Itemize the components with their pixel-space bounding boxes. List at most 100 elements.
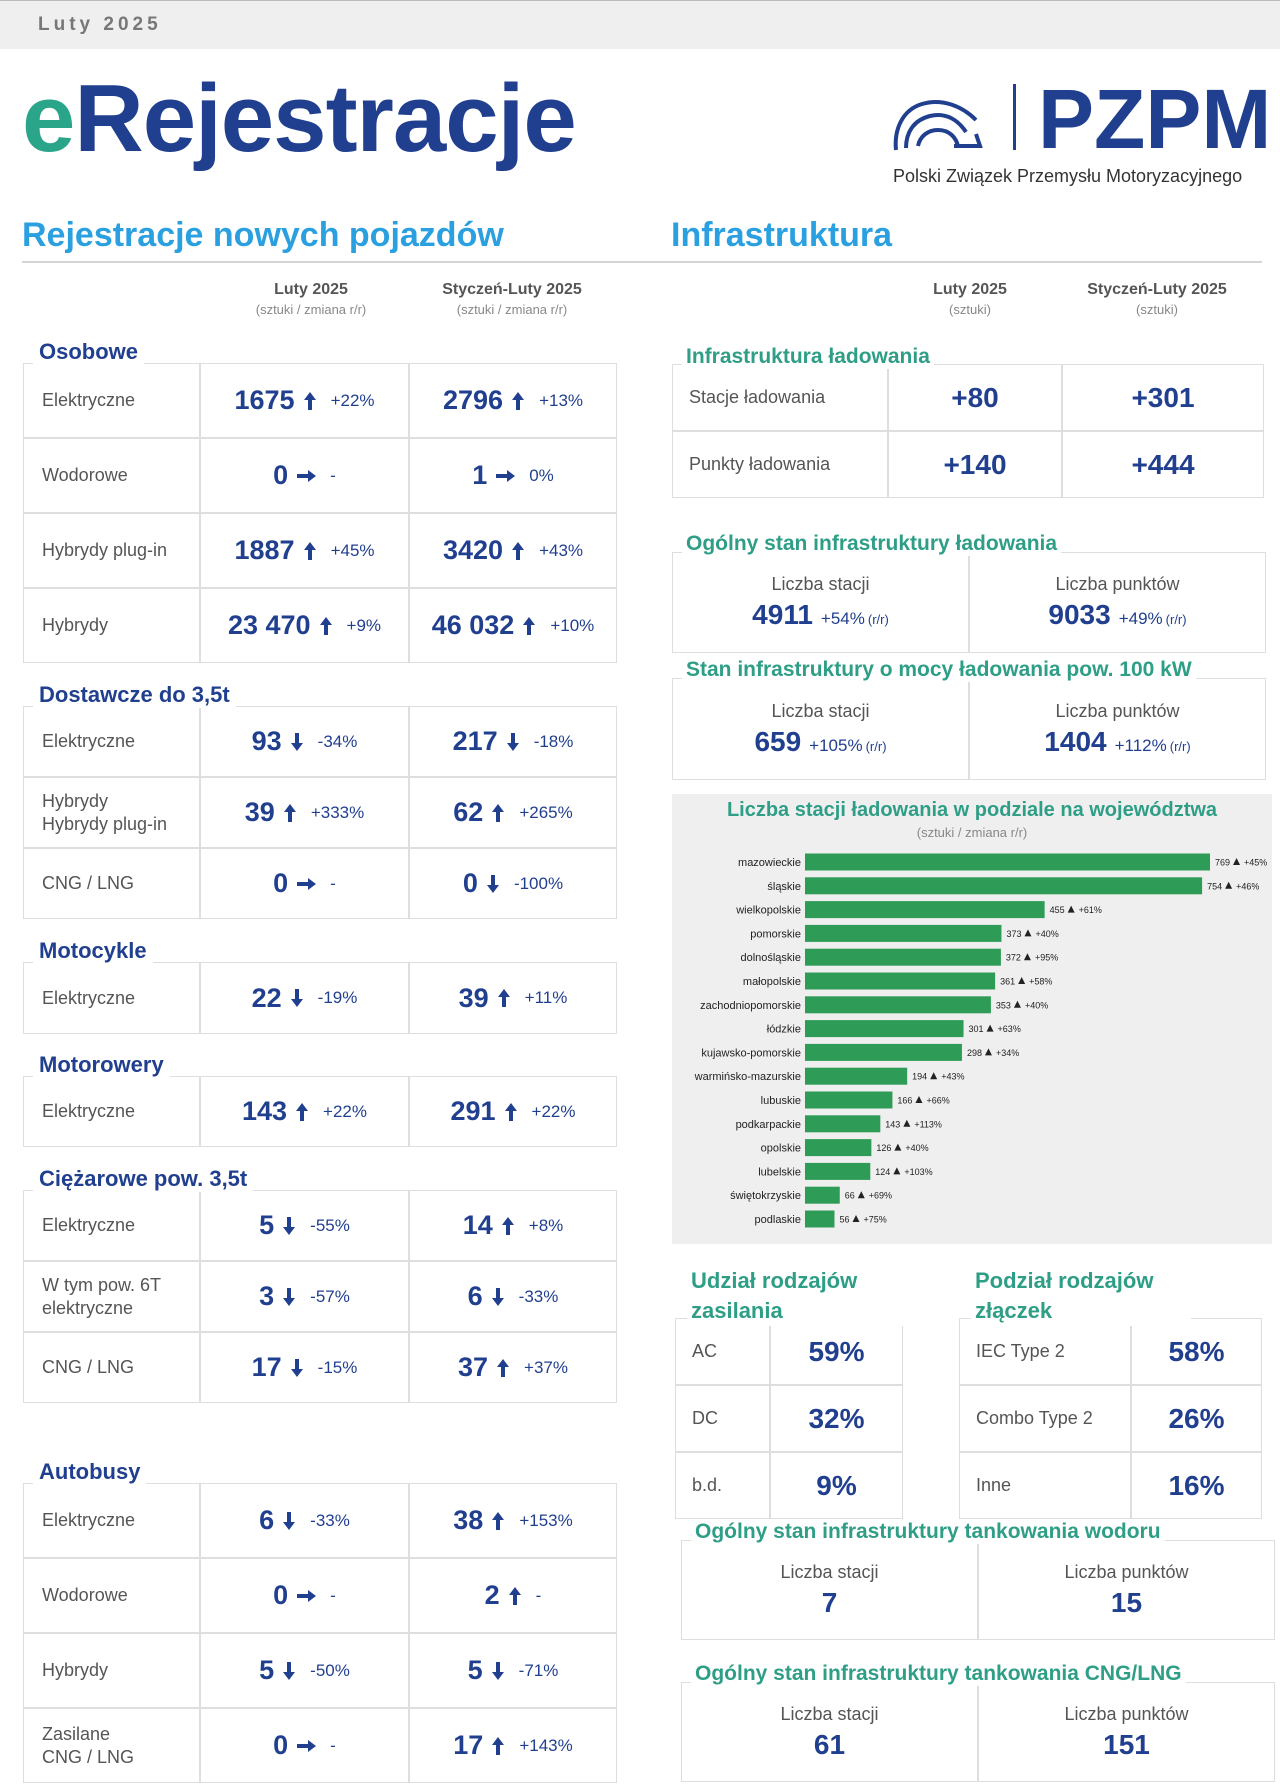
value-cell: 22 -19% xyxy=(200,962,409,1034)
value-cell: 58% xyxy=(1131,1318,1262,1385)
change: +11% xyxy=(524,988,568,1007)
up-marker xyxy=(930,1072,938,1080)
column-unit: (sztuki / zmiana r/r) xyxy=(456,302,568,317)
block-title: Ogólny stan infrastruktury ładowania xyxy=(682,532,1062,556)
change: -19% xyxy=(317,988,358,1007)
label-line: Elektryczne xyxy=(42,987,136,1008)
stat-cell: Liczba stacji 61 xyxy=(681,1682,978,1782)
stat-row: 9033 +49% (r/r) xyxy=(1048,599,1186,631)
value: 5 xyxy=(467,1655,483,1685)
row-label: Hybrydy plug-in xyxy=(23,513,200,588)
stat-row: 15 xyxy=(1111,1587,1142,1619)
stat-change: +105% xyxy=(809,735,863,755)
value-cell: 59% xyxy=(770,1318,903,1385)
value-cell: 93 -34% xyxy=(200,706,409,777)
trend-up xyxy=(303,391,316,410)
change-label: +95% xyxy=(1035,953,1058,963)
value: 22 xyxy=(251,982,282,1013)
value-label: 372 xyxy=(1006,953,1021,963)
stat-label: Liczba punktów xyxy=(1055,574,1180,594)
label-line: Elektryczne xyxy=(42,390,136,410)
stat-row: 61 xyxy=(814,1729,845,1761)
stat-row: 4911 +54% (r/r) xyxy=(752,599,889,631)
trend-arrow xyxy=(504,1102,517,1121)
stat-label: Liczba stacji xyxy=(771,700,870,721)
stat-value: 4911 xyxy=(752,599,813,630)
title-e: e xyxy=(22,65,75,172)
value: 143 xyxy=(241,1096,288,1126)
row-label: Elektryczne xyxy=(23,706,200,777)
bar-chart: mazowieckie 769 +45% śląskie 754 +46% wielkopo… xyxy=(694,853,1267,1228)
change: +153% xyxy=(519,1510,573,1530)
value: 3420 xyxy=(442,535,504,565)
change: +333% xyxy=(310,802,365,822)
label-line: Hybrydy xyxy=(42,1660,109,1680)
bar xyxy=(805,1186,840,1204)
chart-panel: Liczba stacji ładowania w podziale na wo… xyxy=(672,794,1272,1244)
change: -100% xyxy=(513,873,564,893)
value-label: 194 xyxy=(912,1072,927,1082)
row-label: Hybrydy xyxy=(23,588,200,663)
bar xyxy=(805,877,1203,895)
trend-flat xyxy=(297,469,317,482)
bar xyxy=(805,1139,872,1157)
trend-flat xyxy=(496,469,516,482)
section-title: Rejestracje nowych pojazdów xyxy=(22,216,504,254)
value: 1887 xyxy=(234,535,295,565)
category-label: mazowieckie xyxy=(738,857,801,869)
value: 37 xyxy=(458,1352,489,1382)
trend-down xyxy=(290,732,303,751)
column-header: Styczeń-Luty 2025 xyxy=(1087,281,1227,298)
stat-row: 659 +105% (r/r) xyxy=(754,726,886,758)
value-cell: 39 +11% xyxy=(409,962,617,1034)
trend-arrow xyxy=(492,803,505,822)
stat-value: 15 xyxy=(1110,1586,1143,1618)
stat-value: 9033 xyxy=(1048,599,1111,630)
trend-arrow xyxy=(512,391,525,410)
trend-arrow xyxy=(492,1736,505,1755)
stat-label: Liczba stacji xyxy=(771,574,870,594)
trend-arrow xyxy=(523,616,536,635)
trend-down xyxy=(290,989,303,1007)
value-label: 56 xyxy=(839,1215,849,1225)
value: 0 xyxy=(273,1580,289,1610)
trend-arrow xyxy=(501,1216,514,1235)
value-label: 124 xyxy=(875,1167,890,1177)
up-marker xyxy=(915,1096,923,1103)
trend-down xyxy=(283,1287,296,1306)
category-label: lubuskie xyxy=(761,1095,801,1107)
value: +140 xyxy=(943,448,1007,480)
up-marker xyxy=(852,1215,860,1222)
trend-up xyxy=(492,1736,505,1755)
trend-arrow xyxy=(497,989,510,1007)
up-marker xyxy=(893,1167,901,1175)
trend-down xyxy=(506,732,519,751)
value-cell: 39 +333% xyxy=(200,777,409,848)
value: 0 xyxy=(273,868,289,898)
value: 6 xyxy=(467,1281,483,1311)
bar xyxy=(805,1115,881,1133)
trend-up xyxy=(501,1216,514,1235)
change: -55% xyxy=(310,1215,350,1235)
label-line: Wodorowe xyxy=(42,465,128,485)
value: 5 xyxy=(259,1655,275,1685)
row-label: AC xyxy=(675,1318,770,1385)
value-cell: 291 +22% xyxy=(409,1076,617,1147)
category-label: wielkopolskie xyxy=(735,905,801,917)
stat-row: 7 xyxy=(822,1587,838,1619)
label-line: W tym pow. 6T xyxy=(42,1274,162,1295)
category-label: małopolskie xyxy=(743,976,801,988)
value-label: 361 xyxy=(1000,977,1015,987)
stat-value: 1404 xyxy=(1044,725,1107,757)
trend-up xyxy=(508,1586,521,1605)
category-label: warmińsko-mazurskie xyxy=(694,1071,801,1083)
row-label: Elektryczne xyxy=(23,1483,200,1558)
change-label: +63% xyxy=(998,1024,1021,1034)
stat-label: Liczba punktów xyxy=(1064,1703,1189,1724)
value: 1675 xyxy=(234,385,295,415)
value: 0 xyxy=(273,1730,289,1760)
change: -50% xyxy=(310,1660,350,1680)
stat-value: 7 xyxy=(821,1586,838,1618)
trend-down xyxy=(491,1661,504,1680)
value-cell: 38 +153% xyxy=(409,1483,617,1558)
